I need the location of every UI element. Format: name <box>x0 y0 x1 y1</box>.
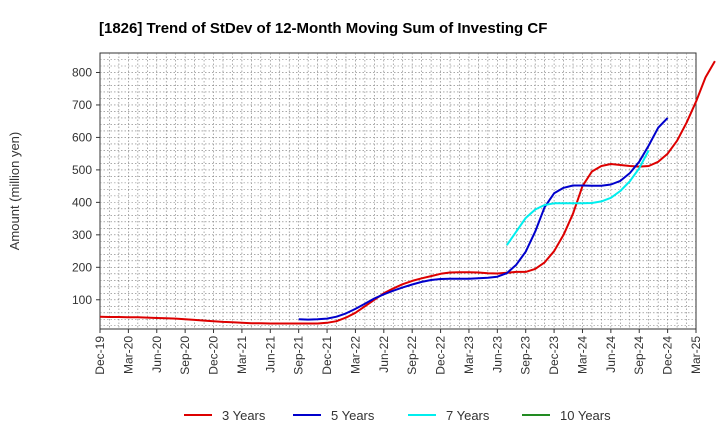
y-tick-label: 200 <box>72 260 92 274</box>
y-tick-label: 500 <box>72 163 92 177</box>
y-axis: 100 200 300 400 500 600 700 800 <box>72 65 100 307</box>
x-tick-label: Dec-23 <box>547 336 561 375</box>
legend-label: 10 Years <box>560 408 611 423</box>
plot-area <box>99 52 697 330</box>
x-tick-label: Mar-21 <box>235 336 249 374</box>
x-tick-label: Mar-24 <box>575 336 589 374</box>
y-tick-label: 800 <box>72 65 92 79</box>
y-tick-label: 400 <box>72 195 92 209</box>
x-tick-label: Mar-20 <box>121 336 135 374</box>
series-lines <box>99 60 716 325</box>
legend: 3 Years 5 Years 7 Years 10 Years <box>184 408 611 423</box>
chart-title: [1826] Trend of StDev of 12-Month Moving… <box>99 20 547 37</box>
x-tick-label: Dec-24 <box>661 336 675 375</box>
y-tick-label: 100 <box>72 293 92 307</box>
series-line-5-years <box>298 117 669 321</box>
x-tick-label: Sep-22 <box>405 336 419 375</box>
x-tick-label: Jun-20 <box>150 336 164 373</box>
y-tick-label: 700 <box>72 98 92 112</box>
x-tick-label: Sep-21 <box>292 336 306 375</box>
y-tick-label: 600 <box>72 130 92 144</box>
x-tick-label: Mar-22 <box>348 336 362 374</box>
x-tick-label: Dec-21 <box>320 336 334 375</box>
legend-label: 5 Years <box>331 408 375 423</box>
y-axis-label: Amount (million yen) <box>7 132 22 251</box>
x-tick-label: Sep-20 <box>178 336 192 375</box>
x-tick-label: Dec-19 <box>93 336 107 375</box>
series-line-7-years <box>505 149 650 246</box>
legend-label: 3 Years <box>222 408 266 423</box>
x-axis: Dec-19 Mar-20 Jun-20 Sep-20 Dec-20 Mar-21 Jun-… <box>93 329 703 375</box>
x-tick-label: Jun-23 <box>490 336 504 373</box>
legend-label: 7 Years <box>446 408 490 423</box>
grid <box>100 53 696 329</box>
y-tick-label: 300 <box>72 228 92 242</box>
x-tick-label: Mar-25 <box>689 336 703 374</box>
x-tick-label: Jun-21 <box>263 336 277 373</box>
x-tick-label: Mar-23 <box>462 336 476 374</box>
x-tick-label: Jun-22 <box>377 336 391 373</box>
x-tick-label: Dec-20 <box>207 336 221 375</box>
x-tick-label: Dec-22 <box>434 336 448 375</box>
x-tick-label: Sep-24 <box>632 336 646 375</box>
series-line-3-years <box>99 60 716 325</box>
x-tick-label: Jun-24 <box>604 336 618 373</box>
x-tick-label: Sep-23 <box>519 336 533 375</box>
